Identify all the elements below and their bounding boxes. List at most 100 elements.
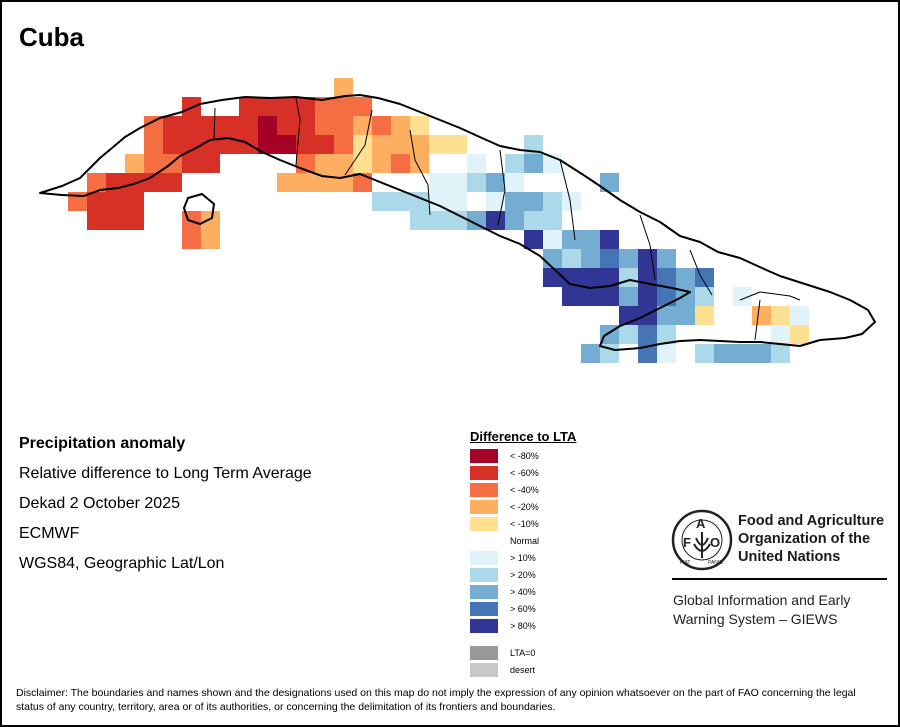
anomaly-cell — [771, 325, 790, 344]
anomaly-cell — [543, 230, 562, 249]
giews-name: Global Information and Early Warning Sys… — [673, 591, 850, 629]
anomaly-cell — [562, 287, 581, 306]
anomaly-cell — [277, 116, 296, 135]
anomaly-cell — [657, 268, 676, 287]
coastline-north — [39, 94, 876, 351]
anomaly-cell — [638, 344, 657, 363]
anomaly-cell — [562, 192, 581, 211]
anomaly-cell — [87, 192, 106, 211]
anomaly-cell — [657, 287, 676, 306]
anomaly-cell — [676, 268, 695, 287]
anomaly-cell — [296, 173, 315, 192]
anomaly-cell — [448, 135, 467, 154]
svg-text:A: A — [696, 516, 706, 531]
anomaly-cell — [600, 268, 619, 287]
anomaly-cell — [581, 344, 600, 363]
anomaly-cell — [543, 268, 562, 287]
anomaly-cell — [372, 154, 391, 173]
anomaly-cell — [524, 211, 543, 230]
anomaly-cell — [201, 116, 220, 135]
anomaly-cell — [201, 211, 220, 230]
anomaly-cell — [277, 135, 296, 154]
anomaly-cell — [657, 306, 676, 325]
svg-text:O: O — [710, 535, 720, 550]
anomaly-cell — [486, 192, 505, 211]
info-line-4: WGS84, Geographic Lat/Lon — [19, 555, 225, 572]
anomaly-cell — [258, 116, 277, 135]
anomaly-cell — [410, 116, 429, 135]
anomaly-cell — [125, 173, 144, 192]
legend-label: > 60% — [510, 604, 536, 614]
anomaly-cell — [391, 135, 410, 154]
anomaly-cell — [581, 230, 600, 249]
anomaly-cell — [106, 192, 125, 211]
svg-text:PANIS: PANIS — [708, 560, 723, 566]
anomaly-cell — [638, 325, 657, 344]
fao-name-line-3: United Nations — [738, 549, 841, 565]
anomaly-cell — [600, 173, 619, 192]
anomaly-cell — [410, 135, 429, 154]
anomaly-cell — [163, 135, 182, 154]
anomaly-cell — [581, 249, 600, 268]
legend-item: < -60% — [470, 466, 539, 480]
anomaly-cell — [619, 249, 638, 268]
legend-swatch — [470, 449, 498, 463]
anomaly-cell — [543, 249, 562, 268]
anomaly-cell — [220, 116, 239, 135]
anomaly-cell — [600, 249, 619, 268]
legend-label: > 40% — [510, 587, 536, 597]
anomaly-cell — [733, 287, 752, 306]
legend-label: > 10% — [510, 553, 536, 563]
anomaly-cell — [695, 306, 714, 325]
anomaly-grid — [68, 78, 809, 363]
legend-item: > 40% — [470, 585, 536, 599]
anomaly-cell — [524, 192, 543, 211]
anomaly-cell — [790, 325, 809, 344]
giews-line-1: Global Information and Early — [673, 592, 851, 608]
anomaly-cell — [524, 135, 543, 154]
legend-swatch — [470, 602, 498, 616]
legend-label: < -60% — [510, 468, 539, 478]
anomaly-cell — [391, 154, 410, 173]
anomaly-cell — [125, 154, 144, 173]
legend-swatch — [470, 646, 498, 660]
anomaly-cell — [790, 306, 809, 325]
anomaly-cell — [619, 325, 638, 344]
anomaly-cell — [429, 192, 448, 211]
anomaly-cell — [505, 211, 524, 230]
fao-logo-icon: F A O FIAT PANIS — [671, 509, 733, 571]
legend-swatch — [470, 619, 498, 633]
legend-label: > 20% — [510, 570, 536, 580]
legend-item: > 10% — [470, 551, 536, 565]
anomaly-cell — [638, 287, 657, 306]
anomaly-cell — [619, 287, 638, 306]
anomaly-cell — [353, 154, 372, 173]
legend-swatch — [470, 585, 498, 599]
legend-item: > 20% — [470, 568, 536, 582]
isla-de-la-juventud — [183, 193, 215, 225]
anomaly-cell — [372, 116, 391, 135]
anomaly-cell — [676, 306, 695, 325]
anomaly-cell — [448, 192, 467, 211]
anomaly-cell — [657, 344, 676, 363]
legend-swatch — [470, 500, 498, 514]
anomaly-cell — [695, 268, 714, 287]
anomaly-cell — [315, 154, 334, 173]
info-line-2: Dekad 2 October 2025 — [19, 495, 180, 512]
legend-item: < -40% — [470, 483, 539, 497]
anomaly-cell — [391, 192, 410, 211]
info-line-3: ECMWF — [19, 525, 80, 542]
anomaly-cell — [144, 154, 163, 173]
anomaly-cell — [695, 287, 714, 306]
anomaly-cell — [353, 135, 372, 154]
anomaly-cell — [296, 116, 315, 135]
info-heading: Precipitation anomaly — [19, 435, 186, 452]
cuba-outline — [39, 94, 876, 351]
legend-label: LTA=0 — [510, 648, 536, 658]
anomaly-cell — [733, 344, 752, 363]
fao-name-line-1: Food and Agriculture — [738, 513, 885, 529]
anomaly-cell — [581, 268, 600, 287]
anomaly-cell — [410, 154, 429, 173]
anomaly-cell — [467, 154, 486, 173]
anomaly-cell — [467, 173, 486, 192]
